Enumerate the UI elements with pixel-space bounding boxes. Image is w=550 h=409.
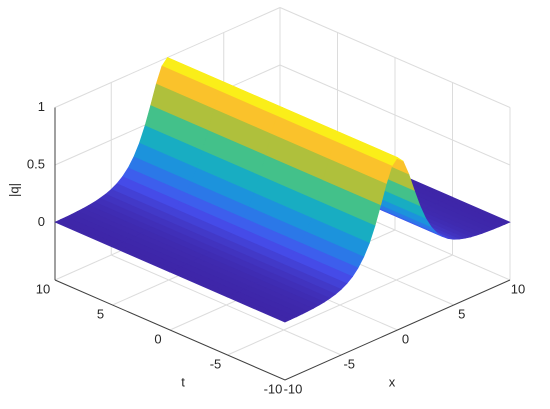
t-tick-label: 10 — [36, 281, 50, 296]
t-tick-label: 5 — [97, 306, 104, 321]
z-axis-label: |q| — [6, 183, 21, 197]
x-axis-label: x — [389, 374, 396, 389]
t-axis-label: t — [181, 374, 185, 389]
surface-cell — [226, 294, 292, 323]
z-tick-label: 1 — [38, 99, 45, 114]
x-tick-label: 5 — [458, 306, 465, 321]
x-tick-label: -10 — [284, 381, 303, 396]
axis-line — [54, 279, 511, 381]
grid-line — [279, 64, 511, 166]
t-tick-label: 0 — [154, 331, 161, 346]
z-tick-label: 0 — [38, 214, 45, 229]
grid-line — [279, 7, 511, 108]
z-tick-label: 0.5 — [27, 156, 45, 171]
grid-line — [227, 254, 453, 356]
x-tick-label: -5 — [343, 356, 355, 371]
x-tick-label: 10 — [511, 281, 525, 296]
t-tick-label: -5 — [210, 356, 222, 371]
x-tick-label: 0 — [402, 331, 409, 346]
t-tick-label: -10 — [264, 381, 283, 396]
